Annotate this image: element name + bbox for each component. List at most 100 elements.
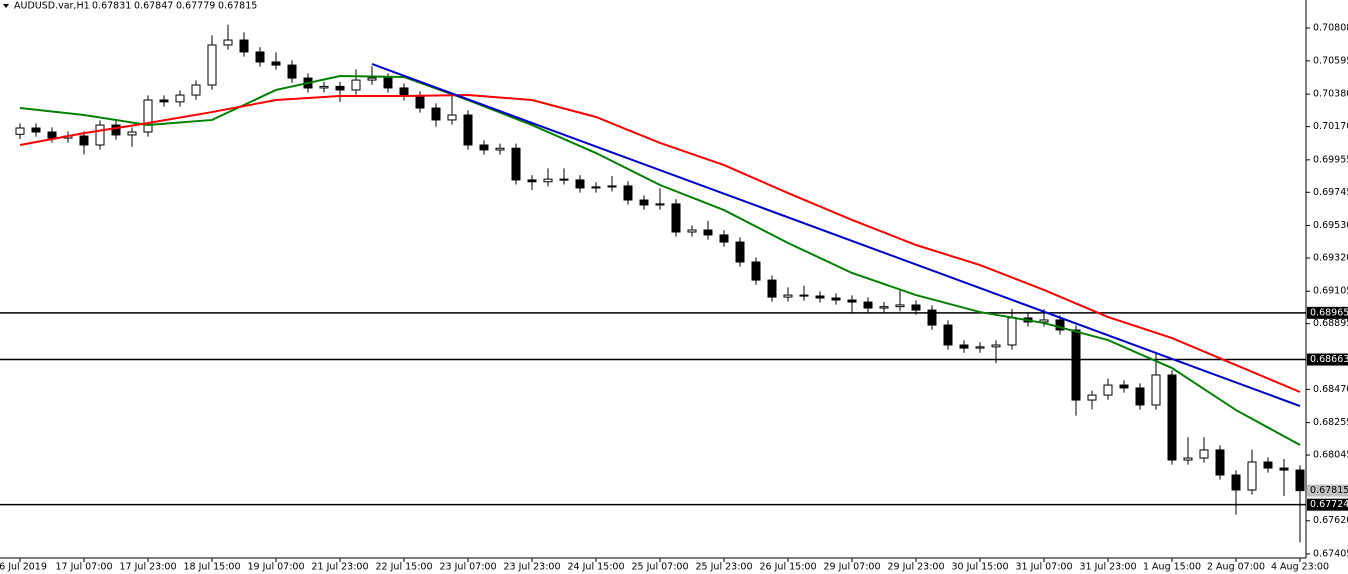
candle-body [1295, 469, 1305, 492]
candle-body [1039, 319, 1049, 323]
candle-body [1231, 474, 1241, 491]
candle-body [847, 299, 857, 303]
candle-body [255, 51, 265, 63]
level-label-box [1307, 498, 1348, 511]
candle-body [31, 127, 41, 133]
candle-body [447, 114, 457, 121]
candle-body [239, 39, 249, 53]
candle-body [191, 84, 201, 96]
candle-body [607, 185, 617, 188]
level-label: 0.68663 [1310, 354, 1348, 365]
last-price-label: 0.67815 [1310, 485, 1348, 496]
candle-body [335, 85, 345, 91]
candle-body [1215, 449, 1225, 476]
candle-body [991, 344, 1001, 348]
indicator-line [19, 75, 1301, 446]
x-tick-label: 18 Jul 15:00 [184, 562, 241, 573]
level-label-box [1307, 306, 1348, 319]
candle-body [751, 261, 761, 281]
candle-body [207, 44, 217, 86]
x-tick-label: 31 Jul 23:00 [1080, 562, 1137, 573]
x-tick-label: 17 Jul 23:00 [120, 562, 177, 573]
candle-body [591, 186, 601, 189]
candle-body [463, 114, 473, 146]
candle-body [1135, 387, 1145, 406]
candle-body [815, 295, 825, 299]
candle-body [559, 178, 569, 181]
header-value: 0.67779 [176, 1, 215, 12]
y-tick-label: 0.67405 [1313, 548, 1348, 559]
header-value: 0.67847 [134, 1, 173, 12]
x-tick-label: 25 Jul 23:00 [696, 562, 753, 573]
candle-body [527, 179, 537, 183]
level-label-box [1307, 353, 1348, 366]
candle-body [479, 144, 489, 151]
candle-body [351, 79, 361, 91]
x-tick-label: 21 Jul 23:00 [312, 562, 369, 573]
candle-body [511, 147, 521, 181]
candle-body [1119, 384, 1129, 389]
candle-body [1055, 319, 1065, 331]
candle-body [719, 234, 729, 243]
candle-body [271, 61, 281, 66]
candle-body [831, 297, 841, 301]
x-tick-label: 1 Aug 15:00 [1143, 562, 1201, 573]
candle-body [735, 241, 745, 263]
x-tick-label: 17 Jul 07:00 [56, 562, 113, 573]
header-value: 0.67815 [218, 1, 257, 12]
candle-body [223, 39, 233, 46]
x-tick-label: 30 Jul 15:00 [952, 562, 1009, 573]
candle-body [1087, 394, 1097, 401]
y-tick-label: 0.69745 [1313, 187, 1348, 198]
y-tick-label: 0.68255 [1313, 417, 1348, 428]
y-tick-label: 0.69105 [1313, 286, 1348, 297]
candle-body [143, 99, 153, 133]
candle-body [623, 185, 633, 201]
y-tick-label: 0.68045 [1313, 450, 1348, 461]
x-tick-label: 29 Jul 23:00 [888, 562, 945, 573]
x-tick-label: 29 Jul 07:00 [824, 562, 881, 573]
x-tick-label: 24 Jul 15:00 [568, 562, 625, 573]
candle-body [495, 147, 505, 151]
candle-body [47, 131, 57, 139]
candle-body [943, 324, 953, 346]
candle-body [959, 344, 969, 349]
level-label: 0.68965 [1310, 307, 1348, 318]
candle-body [703, 229, 713, 236]
candle-body [911, 304, 921, 311]
candle-body [175, 94, 185, 103]
candle-body [95, 124, 105, 146]
candle-body [431, 107, 441, 121]
indicator-line [371, 63, 1301, 407]
y-tick-label: 0.69955 [1313, 154, 1348, 165]
candle-body [1183, 457, 1193, 461]
y-tick-label: 0.70595 [1313, 55, 1348, 66]
candle-body [127, 131, 137, 136]
candle-body [1263, 461, 1273, 469]
collapse-icon[interactable] [3, 4, 9, 8]
x-tick-label: 16 Jul 2019 [0, 562, 47, 573]
candle-body [927, 309, 937, 326]
candle-body [159, 99, 169, 103]
x-tick-label: 22 Jul 15:00 [376, 562, 433, 573]
x-tick-label: 31 Jul 07:00 [1016, 562, 1073, 573]
candle-body [1071, 329, 1081, 401]
candle-body [399, 87, 409, 97]
candle-body [15, 127, 25, 135]
candle-body [799, 294, 809, 297]
y-tick-label: 0.70808 [1313, 22, 1348, 33]
candle-body [687, 229, 697, 233]
candle-body [767, 279, 777, 298]
candle-body [1151, 374, 1161, 406]
y-tick-label: 0.68895 [1313, 318, 1348, 329]
candle-body [655, 203, 665, 206]
indicator-line [19, 94, 1301, 393]
candle-body [287, 64, 297, 79]
